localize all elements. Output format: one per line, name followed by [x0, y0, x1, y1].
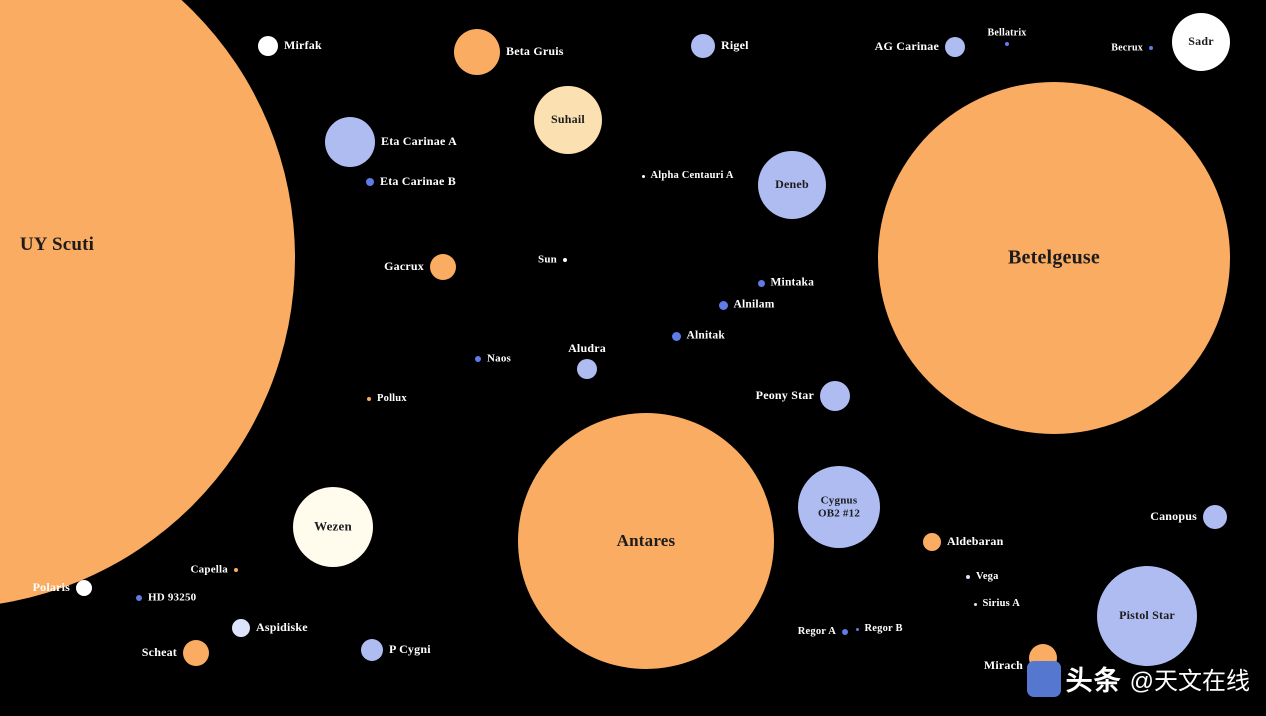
star-circle-canopus: [1203, 505, 1227, 529]
star-circle-alnitak: [671, 331, 681, 341]
star-label-canopus: Canopus: [1150, 509, 1197, 524]
star-label-capella: Capella: [190, 563, 228, 576]
star-circle-p-cygni: [361, 639, 383, 661]
star-label-antares: Antares: [616, 531, 676, 551]
star-label-peony-star: Peony Star: [755, 388, 814, 403]
star-circle-sirius-a: [973, 602, 977, 606]
star-circle-uy-scuti: [0, 0, 295, 608]
star-label-polaris: Polaris: [32, 580, 70, 595]
star-circle-eta-carinae-a: [325, 117, 375, 167]
star-circle-wezen: [293, 487, 373, 567]
star-circle-vega: [966, 575, 970, 579]
star-circle-gacrux: [430, 254, 456, 280]
star-label-wezen: Wezen: [314, 518, 352, 534]
star-label-becrux: Becrux: [1111, 42, 1143, 54]
star-label-regor-b: Regor B: [864, 622, 903, 634]
star-label-alnitak: Alnitak: [686, 329, 725, 342]
star-circle-aludra: [577, 359, 597, 379]
star-circle-deneb: [758, 151, 826, 219]
star-circle-alpha-centauri-a: [641, 174, 645, 178]
star-circle-regor-b: [855, 627, 859, 631]
star-circle-peony-star: [820, 381, 850, 411]
star-label-ag-carinae: AG Carinae: [874, 39, 939, 54]
star-circle-eta-carinae-b: [366, 178, 374, 186]
star-label-uy-scuti: UY Scuti: [19, 234, 95, 256]
star-label-suhail: Suhail: [551, 112, 585, 127]
star-label-aspidiske: Aspidiske: [256, 620, 308, 635]
star-label-beta-gruis: Beta Gruis: [506, 44, 564, 59]
star-label-vega: Vega: [976, 570, 999, 582]
star-circle-cygnus-ob2-12: [798, 466, 880, 548]
star-circle-sun: [563, 258, 567, 262]
star-circle-mirfak: [258, 36, 278, 56]
star-circle-hd-93250: [136, 595, 142, 601]
star-circle-sadr: [1172, 13, 1230, 71]
star-circle-becrux: [1149, 46, 1153, 50]
toutiao-logo-icon: [1026, 660, 1061, 697]
star-label-deneb: Deneb: [775, 177, 809, 192]
star-label-sadr: Sadr: [1188, 34, 1214, 49]
star-label-pollux: Pollux: [377, 392, 407, 404]
star-label-mintaka: Mintaka: [770, 276, 815, 289]
star-label-eta-carinae-a: Eta Carinae A: [381, 134, 457, 149]
star-circle-aldebaran: [923, 533, 941, 551]
star-circle-rigel: [691, 34, 715, 58]
star-circle-beta-gruis: [454, 29, 500, 75]
star-circle-mintaka: [757, 279, 765, 287]
star-label-alpha-centauri-a: Alpha Centauri A: [650, 169, 734, 181]
star-circle-suhail: [534, 86, 602, 154]
star-label-betelgeuse: Betelgeuse: [1008, 246, 1100, 269]
star-circle-scheat: [183, 640, 209, 666]
star-circle-betelgeuse: [878, 82, 1230, 434]
star-circle-capella: [234, 568, 238, 572]
star-label-mirfak: Mirfak: [284, 38, 322, 53]
star-label-naos: Naos: [487, 352, 512, 365]
star-label-regor-a: Regor A: [797, 625, 836, 637]
star-circle-regor-a: [842, 629, 848, 635]
star-circle-pistol-star: [1097, 566, 1197, 666]
star-label-mirach: Mirach: [983, 658, 1023, 673]
star-label-pistol-star: Pistol Star: [1119, 608, 1175, 623]
star-label-alnilam: Alnilam: [733, 298, 775, 311]
star-label-rigel: Rigel: [721, 38, 749, 53]
star-label-aludra: Aludra: [568, 341, 606, 356]
star-circle-polaris: [76, 580, 92, 596]
star-label-hd-93250: HD 93250: [148, 591, 197, 604]
star-label-bellatrix: Bellatrix: [987, 27, 1027, 39]
star-circle-alnilam: [718, 300, 728, 310]
star-circle-pollux: [367, 397, 371, 401]
star-label-sirius-a: Sirius A: [982, 597, 1020, 609]
star-label-aldebaran: Aldebaran: [947, 534, 1004, 549]
star-circle-bellatrix: [1005, 42, 1009, 46]
watermark-brand: 头条: [1065, 666, 1122, 696]
star-label-gacrux: Gacrux: [384, 259, 424, 274]
star-label-p-cygni: P Cygni: [389, 642, 431, 657]
star-label-cygnus-ob2-12: Cygnus OB2 #12: [817, 494, 861, 519]
star-label-eta-carinae-b: Eta Carinae B: [380, 174, 456, 189]
star-circle-naos: [475, 356, 481, 362]
star-circle-ag-carinae: [945, 37, 965, 57]
watermark-handle: @天文在线: [1129, 668, 1250, 695]
star-circle-aspidiske: [232, 619, 250, 637]
star-label-sun: Sun: [538, 253, 557, 266]
watermark: 头条 @天文在线: [1026, 659, 1250, 698]
star-label-scheat: Scheat: [141, 645, 177, 660]
star-circle-antares: [518, 413, 774, 669]
